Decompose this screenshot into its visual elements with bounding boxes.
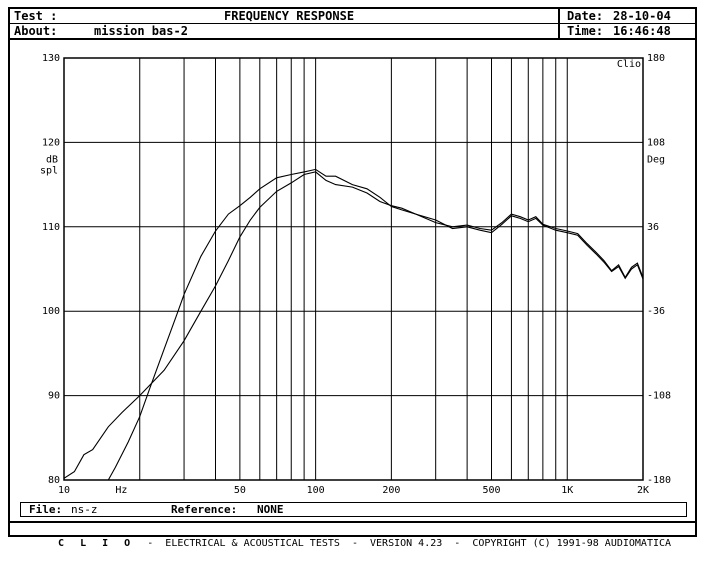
plot-border	[63, 57, 644, 481]
header-row-2: About: mission bas-2 Time: 16:46:48	[10, 24, 695, 40]
x-tick-label: 500	[482, 485, 500, 496]
y-axis-label-line2: spl	[40, 165, 58, 176]
y2-tick-label: -36	[647, 306, 665, 317]
x-axis-unit: Hz	[115, 485, 127, 496]
x-tick-label: 10	[58, 485, 70, 496]
reference-label: Reference:	[171, 503, 238, 516]
y-tick-label: 120	[42, 137, 60, 148]
date-label: Date:	[567, 9, 604, 23]
x-tick-label: 50	[234, 485, 246, 496]
time-value: 16:46:48	[613, 24, 671, 38]
y-axis-label-line1: dB	[46, 154, 58, 165]
file-bar: File: ns-z Reference: NONE	[20, 502, 687, 517]
y-tick-label: 90	[48, 391, 60, 402]
footer-bar: C L I O - ELECTRICAL & ACOUSTICAL TESTS …	[10, 521, 695, 549]
header-row-1: Test : FREQUENCY RESPONSE Date: 28-10-04	[10, 9, 695, 24]
footer-brand: C L I O	[58, 538, 136, 549]
y2-tick-label: -180	[647, 475, 671, 486]
x-tick-label: 100	[307, 485, 325, 496]
y-tick-label: 100	[42, 306, 60, 317]
clio-window: Test : FREQUENCY RESPONSE Date: 28-10-04…	[8, 7, 697, 549]
y2-tick-label: 36	[647, 222, 659, 233]
footer-text: - ELECTRICAL & ACOUSTICAL TESTS - VERSIO…	[147, 538, 672, 549]
test-label: Test :	[14, 9, 58, 23]
clio-corner-label: Clio	[617, 59, 641, 70]
series-line-2	[107, 168, 644, 481]
reference-value: NONE	[257, 503, 284, 516]
chart-title: FREQUENCY RESPONSE	[224, 9, 355, 23]
file-label: File:	[29, 503, 63, 516]
date-value: 28-10-04	[613, 9, 671, 23]
about-value: mission bas-2	[94, 24, 188, 38]
header-divider	[558, 9, 560, 40]
y2-tick-label: 180	[647, 53, 665, 64]
x-tick-label: 200	[382, 485, 400, 496]
frequency-response-chart: 80 90 100 110 120 130 -180 -108 -36 36 108 180 10 50 1…	[40, 53, 671, 496]
x-tick-label: 2K	[637, 485, 649, 496]
x-tick-label: 1K	[561, 485, 573, 496]
y2-tick-label: 108	[647, 137, 665, 148]
time-label: Time:	[567, 24, 604, 38]
y2-tick-label: -108	[647, 391, 671, 402]
file-value: ns-z	[71, 503, 98, 516]
y2-axis-label: Deg	[647, 154, 665, 165]
y-tick-label: 130	[42, 53, 60, 64]
about-label: About:	[14, 24, 58, 38]
y-tick-label: 80	[48, 475, 60, 486]
series-line-1	[63, 171, 644, 479]
y-tick-label: 110	[42, 222, 60, 233]
